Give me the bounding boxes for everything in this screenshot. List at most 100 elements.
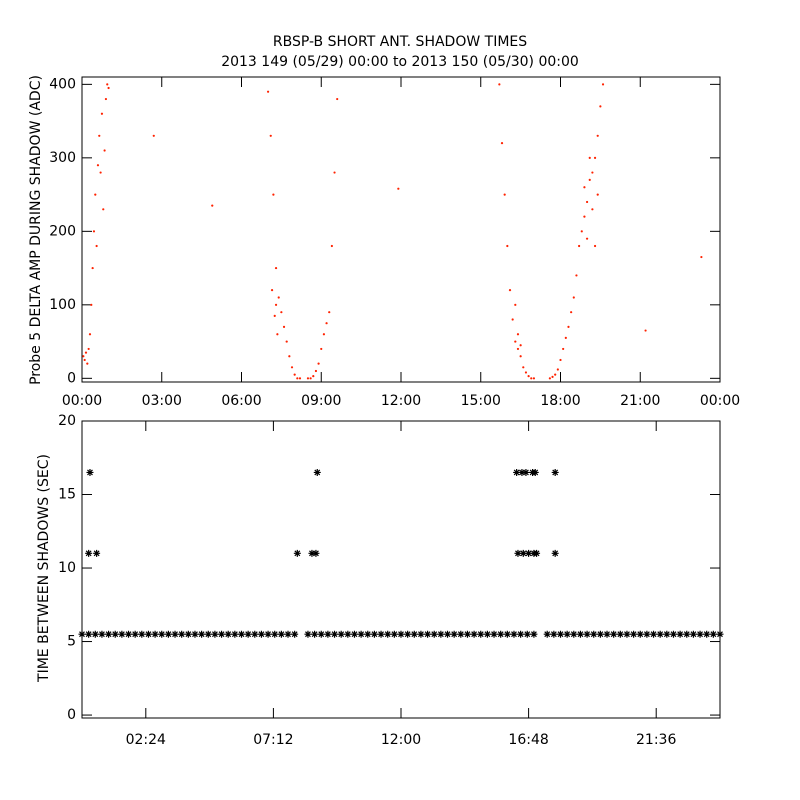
- point: [336, 97, 339, 101]
- point: [309, 377, 312, 380]
- point: [304, 630, 312, 638]
- point: [92, 230, 96, 233]
- point: [490, 630, 498, 638]
- point: [293, 373, 296, 376]
- point: [184, 630, 192, 638]
- point: [397, 630, 405, 638]
- point: [277, 296, 280, 299]
- y-axis-label: TIME BETWEEN SHADOWS (SEC): [36, 454, 52, 683]
- point: [430, 630, 438, 638]
- point: [333, 171, 336, 174]
- point: [576, 630, 584, 638]
- point: [709, 630, 717, 638]
- point: [238, 630, 245, 638]
- point: [522, 366, 525, 369]
- point: [164, 630, 172, 638]
- point: [524, 371, 528, 374]
- point: [296, 377, 299, 380]
- y-tick-label: 0: [67, 707, 76, 723]
- y-tick-label: 20: [58, 413, 76, 429]
- point: [308, 549, 316, 557]
- point: [291, 630, 299, 638]
- y-tick-label: 400: [49, 76, 76, 92]
- point: [457, 630, 465, 638]
- point: [82, 355, 85, 358]
- point: [158, 630, 166, 638]
- x-tick-label: 21:36: [636, 732, 676, 748]
- point: [519, 549, 527, 557]
- point: [519, 355, 522, 358]
- point: [523, 630, 531, 638]
- point: [527, 375, 530, 378]
- point: [85, 549, 93, 557]
- x-tick-label: 15:00: [461, 393, 501, 409]
- point: [551, 375, 554, 378]
- point: [514, 549, 522, 557]
- point: [257, 630, 265, 638]
- point: [204, 630, 212, 638]
- point: [151, 630, 159, 638]
- point: [676, 630, 684, 638]
- point: [578, 244, 581, 248]
- point: [244, 630, 252, 638]
- point: [178, 630, 186, 638]
- point: [320, 347, 323, 351]
- point: [270, 289, 274, 292]
- y-tick-label: 15: [58, 487, 76, 503]
- point: [498, 83, 501, 86]
- point: [331, 630, 339, 638]
- point: [251, 630, 259, 638]
- point: [390, 630, 398, 638]
- point: [644, 329, 647, 332]
- point: [588, 178, 591, 181]
- point: [585, 200, 589, 204]
- point: [384, 630, 392, 638]
- point: [511, 318, 514, 321]
- point: [269, 134, 272, 137]
- x-tick-label: 06:00: [221, 393, 261, 409]
- point: [656, 630, 664, 638]
- point: [410, 630, 418, 638]
- point: [102, 208, 105, 211]
- point: [317, 362, 320, 365]
- point: [601, 83, 605, 86]
- point: [554, 373, 557, 376]
- point: [477, 630, 485, 638]
- point: [516, 333, 520, 336]
- chart-subtitle: 2013 149 (05/29) 00:00 to 2013 150 (05/3…: [221, 54, 579, 70]
- point: [211, 204, 214, 207]
- point: [104, 97, 108, 101]
- point: [533, 549, 541, 557]
- point: [543, 630, 551, 638]
- point: [125, 630, 133, 638]
- point: [562, 347, 565, 351]
- point: [650, 630, 658, 638]
- point: [636, 630, 644, 638]
- point: [500, 142, 504, 145]
- point: [417, 630, 425, 638]
- point: [87, 347, 90, 351]
- point: [152, 134, 155, 137]
- point: [530, 630, 538, 638]
- point: [689, 630, 697, 638]
- point: [580, 230, 583, 233]
- point: [344, 630, 352, 638]
- point: [274, 266, 278, 270]
- point: [519, 344, 522, 347]
- point: [93, 549, 101, 557]
- y-tick-label: 200: [49, 223, 76, 239]
- x-tick-label: 12:00: [381, 393, 421, 409]
- point: [483, 630, 491, 638]
- point: [437, 630, 445, 638]
- point: [328, 311, 331, 314]
- point: [364, 630, 372, 638]
- point: [86, 362, 89, 365]
- point: [306, 377, 310, 380]
- point: [669, 630, 677, 638]
- point: [324, 630, 332, 638]
- point: [596, 134, 599, 137]
- point: [211, 630, 219, 638]
- point: [548, 377, 551, 380]
- point: [90, 303, 93, 306]
- x-tick-label: 00:00: [700, 393, 740, 409]
